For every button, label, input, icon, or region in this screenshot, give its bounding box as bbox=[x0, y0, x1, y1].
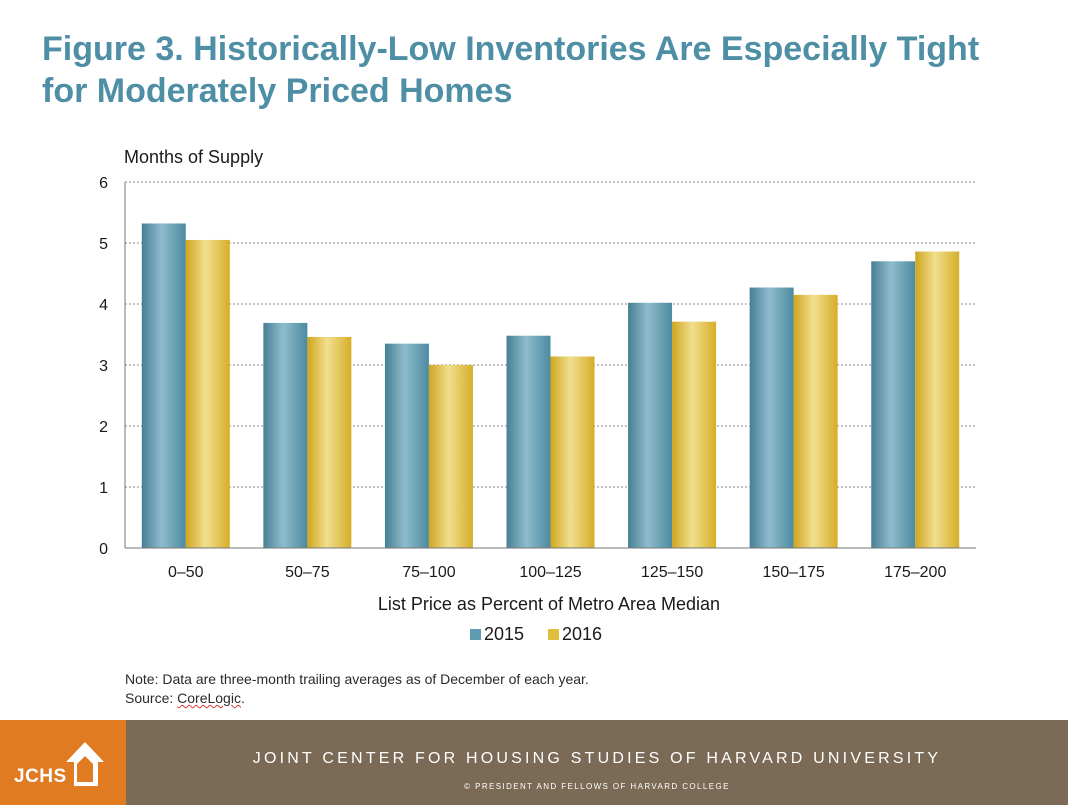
x-tick-label: 50–75 bbox=[285, 564, 330, 581]
y-axis-label: Months of Supply bbox=[124, 147, 263, 167]
y-tick-label: 3 bbox=[99, 358, 108, 375]
jchs-logo: JCHS bbox=[0, 720, 126, 805]
logo-text: JCHS bbox=[14, 766, 67, 787]
bar-2015-150–175 bbox=[749, 287, 794, 548]
note-text: Note: Data are three-month trailing aver… bbox=[125, 671, 589, 687]
legend-swatch-2015 bbox=[470, 629, 481, 640]
x-tick-label: 100–125 bbox=[519, 564, 581, 581]
footer-copyright: © PRESIDENT AND FELLOWS OF HARVARD COLLE… bbox=[464, 782, 730, 791]
figure-title-line-2: for Moderately Priced Homes bbox=[42, 72, 513, 110]
legend-swatch-2016 bbox=[548, 629, 559, 640]
figure-title-line-1: Figure 3. Historically-Low Inventories A… bbox=[42, 30, 980, 68]
bars bbox=[141, 223, 960, 549]
source-line: Source: CoreLogic. bbox=[125, 689, 589, 708]
y-tick-label: 6 bbox=[99, 175, 108, 192]
x-tick-label: 150–175 bbox=[762, 564, 824, 581]
legend: 2015 2016 bbox=[470, 624, 602, 644]
legend-label-2016: 2016 bbox=[562, 624, 602, 644]
bar-2015-50–75 bbox=[263, 322, 308, 548]
y-tick-label: 0 bbox=[99, 541, 108, 558]
y-tick-label: 1 bbox=[99, 480, 108, 497]
bar-2016-150–175 bbox=[793, 294, 838, 548]
axes bbox=[124, 182, 976, 549]
x-tick-label: 125–150 bbox=[641, 564, 703, 581]
bar-2015-100–125 bbox=[506, 335, 551, 548]
y-tick-label: 4 bbox=[99, 297, 108, 314]
bar-2016-175–200 bbox=[915, 251, 960, 549]
x-tick-labels: 0–50 50–75 75–100 100–125 125–150 150–175 175–… bbox=[168, 564, 946, 581]
source-suffix: . bbox=[240, 690, 245, 706]
figure-title: Figure 3. Historically-Low Inventories A… bbox=[42, 28, 1042, 112]
bar-2015-125–150 bbox=[628, 302, 673, 548]
x-tick-label: 0–50 bbox=[168, 564, 204, 581]
legend-label-2015: 2015 bbox=[484, 624, 524, 644]
bar-2015-75–100 bbox=[384, 343, 429, 548]
bar-2016-100–125 bbox=[550, 356, 595, 548]
footer-bar: JOINT CENTER FOR HOUSING STUDIES OF HARV… bbox=[126, 720, 1068, 805]
source-prefix: Source: bbox=[125, 690, 178, 706]
bar-2016-50–75 bbox=[307, 336, 352, 548]
footer-title: JOINT CENTER FOR HOUSING STUDIES OF HARV… bbox=[252, 750, 942, 767]
bar-chart: 0 1 2 3 4 5 6 0–50 50–75 75–100 100–125 125–150 150… bbox=[99, 147, 976, 644]
x-axis-label: List Price as Percent of Metro Area Medi… bbox=[378, 594, 720, 614]
x-tick-label: 175–200 bbox=[884, 564, 946, 581]
y-tick-labels: 0 1 2 3 4 5 6 bbox=[99, 175, 108, 558]
y-tick-label: 5 bbox=[99, 236, 108, 253]
bar-2016-75–100 bbox=[428, 365, 473, 548]
y-tick-label: 2 bbox=[99, 419, 108, 436]
bar-2016-125–150 bbox=[672, 321, 717, 548]
x-tick-label: 75–100 bbox=[402, 564, 455, 581]
bar-2015-175–200 bbox=[871, 261, 916, 548]
house-icon bbox=[66, 742, 104, 786]
chart-note: Note: Data are three-month trailing aver… bbox=[125, 670, 589, 708]
bar-2016-0–50 bbox=[185, 239, 230, 548]
bar-2015-0–50 bbox=[141, 223, 186, 549]
source-name: CoreLogic bbox=[177, 690, 241, 706]
